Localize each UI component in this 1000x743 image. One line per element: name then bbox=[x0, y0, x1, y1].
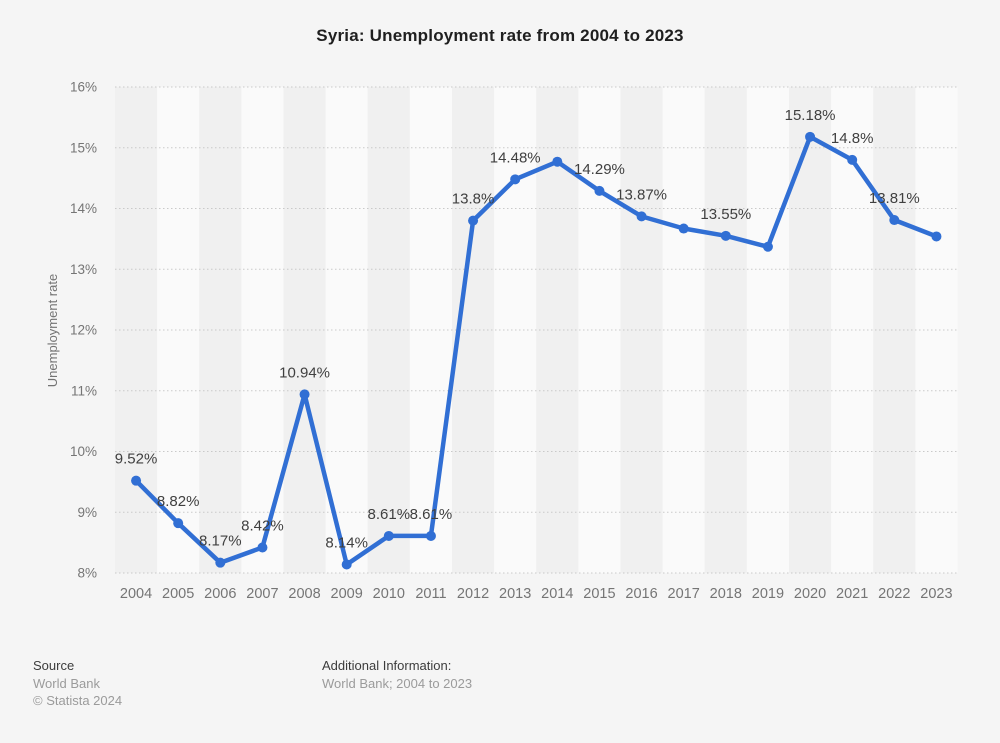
data-point-label: 13.8% bbox=[452, 191, 495, 208]
x-tick-label: 2007 bbox=[246, 586, 278, 602]
data-point-label: 13.87% bbox=[616, 186, 667, 203]
data-point-label: 14.48% bbox=[490, 149, 541, 166]
data-point[interactable] bbox=[299, 389, 310, 400]
data-point[interactable] bbox=[215, 557, 226, 568]
additional-info-heading: Additional Information: bbox=[322, 658, 452, 673]
data-point[interactable] bbox=[257, 542, 268, 553]
data-point-label: 13.81% bbox=[869, 190, 920, 207]
y-tick-label: 14% bbox=[70, 201, 97, 216]
data-point[interactable] bbox=[720, 230, 731, 241]
chart-title: Syria: Unemployment rate from 2004 to 20… bbox=[316, 26, 684, 45]
y-tick-label: 8% bbox=[77, 566, 97, 581]
source-heading: Source bbox=[33, 658, 75, 673]
plot-band bbox=[283, 87, 326, 573]
data-point-label: 8.61% bbox=[368, 506, 411, 523]
y-tick-label: 12% bbox=[70, 323, 97, 338]
data-point[interactable] bbox=[425, 530, 436, 541]
x-tick-label: 2017 bbox=[668, 586, 700, 602]
data-point[interactable] bbox=[594, 185, 605, 196]
data-point-label: 8.61% bbox=[410, 506, 453, 523]
data-point[interactable] bbox=[847, 154, 858, 165]
data-point[interactable] bbox=[931, 231, 942, 242]
data-point-label: 10.94% bbox=[279, 364, 330, 381]
x-tick-label: 2012 bbox=[457, 586, 489, 602]
plot-band bbox=[409, 87, 452, 573]
source-block: Source World Bank © Statista 2024 bbox=[33, 657, 122, 710]
x-tick-label: 2005 bbox=[162, 586, 194, 602]
y-tick-label: 15% bbox=[70, 140, 97, 155]
data-point-label: 13.55% bbox=[700, 206, 751, 223]
data-point[interactable] bbox=[678, 223, 689, 234]
data-point-label: 8.17% bbox=[199, 533, 242, 550]
data-point[interactable] bbox=[510, 174, 521, 185]
data-point-label: 8.42% bbox=[241, 517, 284, 534]
y-tick-label: 9% bbox=[77, 505, 97, 520]
x-tick-label: 2018 bbox=[710, 586, 742, 602]
data-point[interactable] bbox=[805, 131, 816, 142]
data-point[interactable] bbox=[131, 475, 142, 486]
x-tick-label: 2020 bbox=[794, 586, 826, 602]
data-point-label: 14.29% bbox=[574, 161, 625, 178]
data-point-label: 8.82% bbox=[157, 493, 200, 510]
data-point[interactable] bbox=[889, 215, 900, 226]
x-tick-label: 2016 bbox=[625, 586, 657, 602]
x-tick-label: 2011 bbox=[415, 586, 446, 602]
x-tick-label: 2010 bbox=[373, 586, 405, 602]
y-tick-label: 10% bbox=[70, 444, 97, 459]
statista-copyright: © Statista 2024 bbox=[33, 693, 123, 708]
x-tick-label: 2015 bbox=[583, 586, 615, 602]
x-tick-label: 2022 bbox=[878, 586, 910, 602]
x-tick-label: 2023 bbox=[920, 586, 952, 602]
y-tick-label: 13% bbox=[70, 262, 97, 277]
y-tick-label: 11% bbox=[71, 383, 97, 398]
x-tick-label: 2019 bbox=[752, 586, 784, 602]
plot-band bbox=[367, 87, 410, 573]
data-point-label: 15.18% bbox=[785, 107, 836, 124]
x-tick-label: 2013 bbox=[499, 586, 531, 602]
source-name[interactable]: World Bank bbox=[33, 675, 100, 691]
x-tick-label: 2021 bbox=[836, 586, 868, 602]
data-point[interactable] bbox=[173, 518, 184, 529]
data-point[interactable] bbox=[383, 530, 394, 541]
additional-info-block: Additional Information: World Bank; 2004… bbox=[322, 657, 472, 692]
data-point[interactable] bbox=[636, 211, 647, 222]
data-point[interactable] bbox=[762, 241, 773, 252]
x-tick-label: 2008 bbox=[288, 586, 320, 602]
data-point[interactable] bbox=[552, 156, 563, 167]
x-tick-label: 2006 bbox=[204, 586, 236, 602]
data-point[interactable] bbox=[468, 215, 479, 226]
trend-line bbox=[133, 134, 939, 567]
plot-band bbox=[325, 87, 368, 573]
data-point-label: 9.52% bbox=[115, 451, 158, 468]
x-tick-label: 2014 bbox=[541, 586, 573, 602]
additional-info-text: World Bank; 2004 to 2023 bbox=[322, 675, 473, 691]
data-point[interactable] bbox=[341, 559, 352, 570]
data-point-label: 8.14% bbox=[325, 534, 368, 551]
x-tick-label: 2004 bbox=[120, 586, 152, 602]
y-tick-label: 16% bbox=[70, 80, 97, 95]
x-tick-label: 2009 bbox=[331, 586, 363, 602]
data-point-label: 14.8% bbox=[831, 130, 874, 147]
